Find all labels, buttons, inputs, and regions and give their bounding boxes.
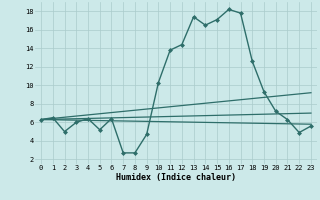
X-axis label: Humidex (Indice chaleur): Humidex (Indice chaleur)	[116, 173, 236, 182]
